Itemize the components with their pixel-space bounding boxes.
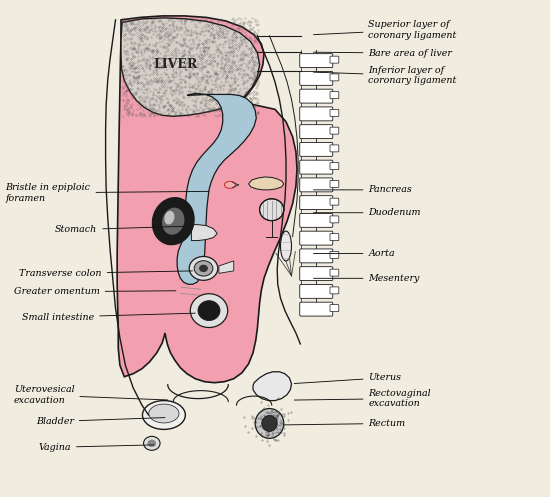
FancyBboxPatch shape <box>300 89 333 103</box>
FancyBboxPatch shape <box>330 56 339 63</box>
Text: Bladder: Bladder <box>36 417 165 426</box>
Ellipse shape <box>224 181 235 188</box>
FancyBboxPatch shape <box>300 107 333 121</box>
Ellipse shape <box>148 404 179 423</box>
Text: Uterovesical
excavation: Uterovesical excavation <box>14 385 168 405</box>
Ellipse shape <box>199 264 208 272</box>
Circle shape <box>190 294 228 328</box>
FancyBboxPatch shape <box>330 91 339 98</box>
FancyBboxPatch shape <box>300 72 333 85</box>
Text: Stomach: Stomach <box>55 225 187 234</box>
Polygon shape <box>117 16 297 383</box>
FancyBboxPatch shape <box>300 160 333 174</box>
Ellipse shape <box>142 401 185 429</box>
Text: Vagina: Vagina <box>39 443 154 452</box>
FancyBboxPatch shape <box>300 231 333 245</box>
FancyBboxPatch shape <box>330 198 339 205</box>
Text: Rectovaginal
excavation: Rectovaginal excavation <box>294 389 431 409</box>
Ellipse shape <box>164 211 174 225</box>
FancyBboxPatch shape <box>330 145 339 152</box>
Text: Transverse colon: Transverse colon <box>19 269 192 278</box>
Ellipse shape <box>152 198 194 245</box>
Ellipse shape <box>189 256 218 280</box>
FancyBboxPatch shape <box>330 74 339 81</box>
Text: Greater omentum: Greater omentum <box>14 287 176 296</box>
Ellipse shape <box>280 231 292 261</box>
FancyBboxPatch shape <box>330 163 339 169</box>
Text: Pancreas: Pancreas <box>314 185 412 194</box>
Text: Bristle in epiploic
foramen: Bristle in epiploic foramen <box>6 183 209 203</box>
Text: Inferior layer of
coronary ligament: Inferior layer of coronary ligament <box>314 66 457 85</box>
FancyBboxPatch shape <box>300 54 333 68</box>
Text: Rectum: Rectum <box>283 419 406 428</box>
Ellipse shape <box>255 409 284 438</box>
FancyBboxPatch shape <box>330 251 339 258</box>
Ellipse shape <box>147 439 156 447</box>
Circle shape <box>260 199 284 221</box>
FancyBboxPatch shape <box>300 249 333 263</box>
Text: Aorta: Aorta <box>314 249 395 258</box>
Polygon shape <box>177 93 256 284</box>
Ellipse shape <box>194 260 213 276</box>
FancyBboxPatch shape <box>300 143 333 157</box>
Polygon shape <box>191 225 217 241</box>
FancyBboxPatch shape <box>300 178 333 192</box>
Polygon shape <box>219 261 234 273</box>
FancyBboxPatch shape <box>330 305 339 312</box>
Polygon shape <box>121 18 260 116</box>
Text: Mesentery: Mesentery <box>314 274 420 283</box>
FancyBboxPatch shape <box>300 196 333 210</box>
Text: Uterus: Uterus <box>294 373 402 384</box>
FancyBboxPatch shape <box>330 180 339 187</box>
FancyBboxPatch shape <box>300 125 333 139</box>
FancyBboxPatch shape <box>330 109 339 116</box>
Ellipse shape <box>162 208 184 235</box>
Ellipse shape <box>262 415 277 431</box>
Text: Duodenum: Duodenum <box>314 208 421 217</box>
FancyBboxPatch shape <box>330 127 339 134</box>
FancyBboxPatch shape <box>300 267 333 281</box>
FancyBboxPatch shape <box>300 302 333 316</box>
FancyBboxPatch shape <box>300 213 333 227</box>
Text: LIVER: LIVER <box>154 58 198 71</box>
FancyBboxPatch shape <box>300 284 333 298</box>
Circle shape <box>198 301 220 321</box>
FancyBboxPatch shape <box>330 216 339 223</box>
Ellipse shape <box>144 436 160 450</box>
FancyBboxPatch shape <box>330 234 339 241</box>
Text: Small intestine: Small intestine <box>22 313 195 322</box>
Text: Bare area of liver: Bare area of liver <box>314 49 452 58</box>
Polygon shape <box>253 372 292 401</box>
Text: Superior layer of
coronary ligament: Superior layer of coronary ligament <box>314 20 457 40</box>
FancyBboxPatch shape <box>330 287 339 294</box>
Polygon shape <box>249 177 284 190</box>
FancyBboxPatch shape <box>330 269 339 276</box>
